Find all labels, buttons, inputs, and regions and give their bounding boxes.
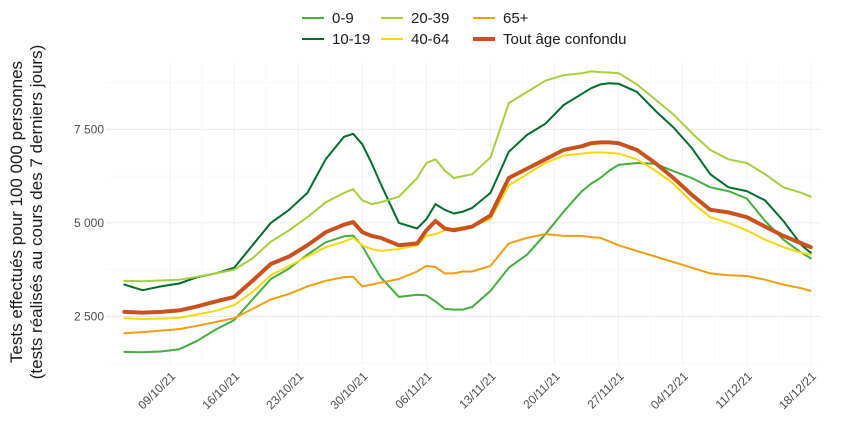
x-tick-label: 23/10/21 [263, 369, 306, 412]
y-tick-label: 2 500 [74, 309, 104, 323]
legend-item: Tout âge confondu [473, 31, 626, 48]
y-axis: 2 500 5 000 7 500 [74, 122, 104, 323]
legend-item: 0-9 [302, 10, 354, 27]
series-line-20-39 [123, 70, 812, 283]
x-tick-label: 04/12/21 [648, 369, 691, 412]
legend-label: 40-64 [411, 31, 449, 48]
legend-item: 40-64 [381, 31, 449, 48]
legend-label: Tout âge confondu [503, 31, 626, 48]
legend-label: 20-39 [411, 10, 449, 27]
x-tick-label: 13/11/21 [456, 369, 499, 412]
x-tick-label: 27/11/21 [584, 369, 627, 412]
series-line-65 [123, 233, 812, 335]
legend-item: 10-19 [302, 31, 370, 48]
series-lines [122, 70, 813, 354]
y-tick-label: 7 500 [74, 122, 104, 136]
y-tick-label: 5 000 [74, 216, 104, 230]
series-line-tout-ge-confondu [122, 140, 813, 315]
x-tick-label: 16/10/21 [199, 369, 242, 412]
legend-item: 65+ [473, 10, 529, 27]
x-axis: 09/10/21 16/10/21 23/10/21 30/10/21 06/11/21… [135, 369, 819, 412]
x-tick-label: 20/11/21 [520, 369, 563, 412]
legend-label: 0-9 [332, 10, 354, 27]
x-tick-label: 11/12/21 [713, 369, 756, 412]
series-line-40-64 [123, 151, 812, 320]
legend: 0-9 10-19 20-39 40-64 65+ Tout âge confondu [302, 10, 626, 48]
series-line-0-9 [123, 162, 812, 354]
legend-item: 20-39 [381, 10, 449, 27]
x-tick-label: 18/12/21 [776, 369, 819, 412]
x-tick-label: 09/10/21 [135, 369, 178, 412]
y-axis-title-line1: Tests effectués pour 100 000 personnes [7, 61, 26, 363]
x-tick-label: 30/10/21 [327, 369, 370, 412]
y-axis-title-line2: (tests réalisés au cours des 7 derniers … [27, 45, 46, 379]
y-axis-title: Tests effectués pour 100 000 personnes (t… [7, 45, 46, 379]
legend-label: 65+ [503, 10, 529, 27]
legend-label: 10-19 [332, 31, 370, 48]
series-line-10-19 [123, 82, 812, 292]
gridlines [106, 62, 820, 365]
x-tick-label: 06/11/21 [392, 369, 435, 412]
